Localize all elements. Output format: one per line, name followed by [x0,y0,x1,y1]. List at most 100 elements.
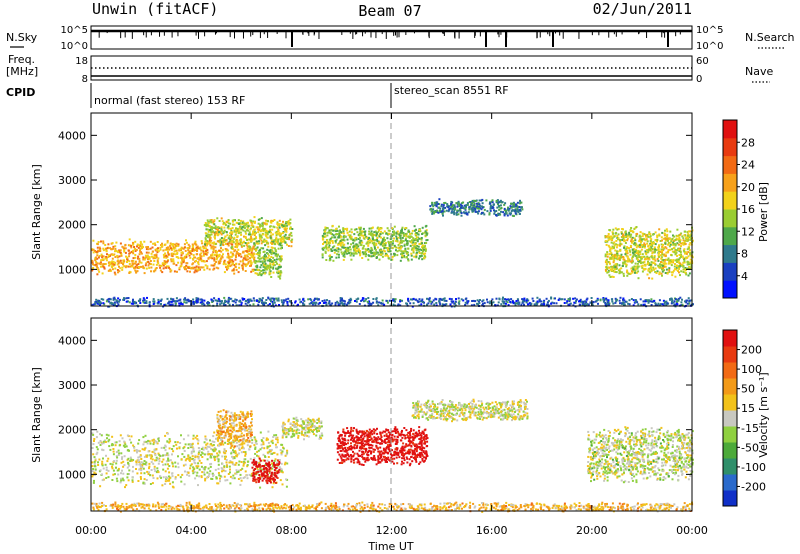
data-cell-region-2 [260,257,263,260]
data-cell-region-6 [177,299,180,302]
data-cell-region-3 [419,230,422,233]
data-cell-region-3 [331,224,334,227]
data-cell-region-6 [466,300,469,303]
data-cell-region-1 [232,220,234,223]
data-cell-region-4 [500,210,502,213]
data-cell-region-5 [632,230,635,233]
data-cell-region-0 [244,270,247,272]
data-cell-region-0 [120,254,123,257]
data-cell-region-2 [270,256,273,258]
data-cell-region-6 [385,299,388,302]
colorbar-segment [723,280,737,299]
data-cell-region-0 [242,460,245,463]
data-cell-region-5 [644,234,647,237]
data-cell-region-0 [105,256,108,258]
data-cell-region-6 [651,300,654,303]
data-cell-region-1 [265,242,268,245]
data-cell-region-0 [202,260,205,263]
data-cell-region-6 [218,299,221,302]
data-cell-region-6 [521,301,524,304]
data-cell-region-4 [433,210,435,213]
data-cell-region-4 [469,205,472,208]
data-cell-region-1 [235,231,238,234]
data-cell-region-5 [606,251,609,254]
data-cell-region-4 [453,209,456,211]
data-cell-region-0 [163,255,166,258]
data-cell-region-0 [166,240,169,243]
data-cell-region-0 [145,255,148,258]
data-cell-region-5 [679,262,682,265]
data-cell-region-6 [619,302,621,305]
data-cell-region-0 [161,242,163,245]
data-cell-region-1 [266,241,268,244]
data-cell-region-5 [684,252,686,255]
data-cell-region-6 [686,299,689,302]
data-cell-region-1 [236,230,239,233]
data-cell-region-5 [689,258,692,261]
data-cell-region-4 [482,211,485,214]
data-cell-region-0 [145,248,148,251]
data-cell-region-1 [219,231,222,234]
data-cell-region-6 [530,303,533,306]
data-cell-region-0 [168,447,171,450]
data-cell-region-2 [266,264,269,267]
data-cell-region-6 [348,299,351,301]
data-cell-region-3 [345,229,348,232]
data-cell-region-0 [219,480,221,483]
data-cell-region-0 [175,245,177,247]
data-cell-region-4 [519,208,522,211]
data-cell-region-3 [395,240,398,242]
data-cell-region-5 [619,271,622,274]
data-cell-region-3 [350,243,353,246]
data-cell-region-2 [258,258,261,260]
data-cell-region-1 [260,239,263,242]
data-cell-region-4 [479,199,482,202]
data-cell-region-0 [223,262,226,264]
data-cell-region-3 [391,235,394,238]
data-cell-region-5 [645,251,648,254]
data-cell-region-0 [193,266,196,269]
data-cell-region-0 [195,246,198,249]
power-colorbar-label: Power [dB] [757,182,770,242]
data-cell-region-3 [378,229,380,232]
data-cell-region-1 [219,238,222,241]
data-cell-region-0 [178,248,181,251]
data-cell-region-0 [247,258,250,261]
data-cell-region-0 [162,253,165,256]
data-cell-region-0 [92,473,95,476]
data-cell-region-5 [643,233,646,236]
data-cell-region-3 [359,226,362,229]
data-cell-region-5 [684,267,687,269]
nsky-panel: N.Sky 10^5 10^0 10^5 10^0 N.Search [6,25,795,52]
data-cell-region-0 [249,259,252,262]
data-cell-region-6 [479,299,481,301]
data-cell-region-3 [386,227,389,230]
data-cell-region-6 [122,298,125,301]
data-cell-region-3 [365,242,368,245]
data-cell-region-6 [210,298,213,301]
data-cell-region-3 [415,232,418,234]
data-cell-region-4 [446,205,449,208]
data-cell-region-5 [609,262,611,265]
data-cell-region-5 [662,249,665,252]
data-cell-region-0 [168,248,171,251]
data-cell-region-0 [254,438,257,441]
cpid-segment-1: normal (fast stereo) 153 RF [94,94,245,107]
data-cell-region-6 [628,303,631,306]
data-cell-region-5 [656,238,659,241]
data-cell-region-6 [505,298,508,301]
data-cell-region-5 [629,230,632,233]
data-cell-region-6 [523,297,526,300]
data-cell-region-6 [417,301,420,304]
data-cell-region-3 [375,234,378,237]
data-cell-region-3 [378,241,381,244]
data-cell-region-0 [118,444,121,447]
data-cell-region-3 [356,231,359,234]
data-cell-region-3 [391,243,394,246]
data-cell-region-4 [477,206,480,209]
data-cell-region-4 [507,206,509,209]
data-cell-region-6 [131,300,134,303]
data-cell-region-5 [632,268,635,271]
data-cell-region-5 [627,272,630,275]
